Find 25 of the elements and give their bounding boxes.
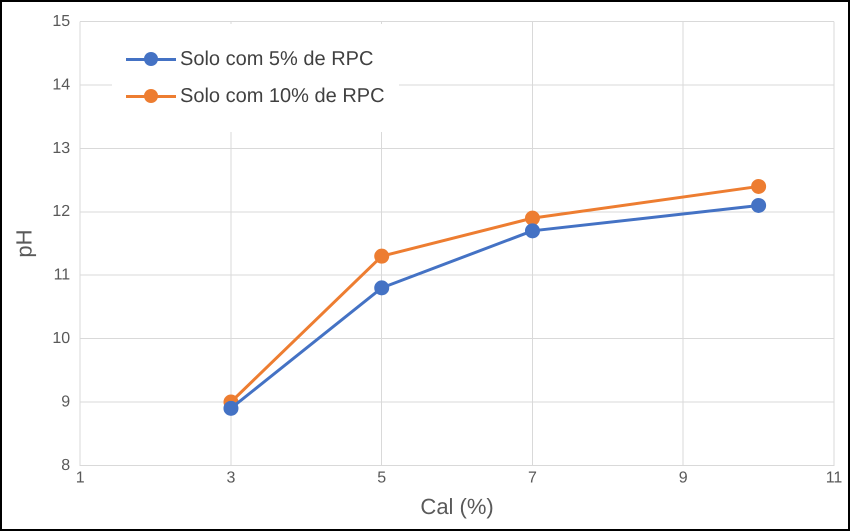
legend-label: Solo com 5% de RPC [180, 48, 374, 71]
point [374, 280, 390, 296]
y-tick-label: 10 [52, 330, 70, 348]
point [374, 248, 390, 264]
legend-label: Solo com 10% de RPC [180, 85, 385, 108]
x-tick-label: 3 [226, 469, 236, 486]
y-tick-label: 14 [52, 76, 70, 94]
y-tick-label: 12 [52, 203, 70, 220]
x-tick-label: 1 [76, 469, 85, 486]
y-axis-title: pH [11, 229, 36, 258]
point [223, 400, 238, 416]
y-tick-label: 15 [52, 13, 70, 30]
y-tick-label: 8 [61, 456, 70, 474]
x-tick-label: 5 [377, 469, 386, 486]
x-tick-label: 9 [678, 469, 688, 486]
point [751, 178, 766, 194]
y-tick-label: 11 [54, 266, 70, 284]
y-tick-label: 9 [61, 393, 70, 410]
x-tick-label: 11 [826, 469, 842, 486]
x-tick-label: 7 [528, 469, 538, 486]
point [524, 223, 540, 238]
y-tick-label: 13 [52, 140, 70, 157]
point [751, 198, 766, 213]
x-axis-title: Cal (%) [420, 494, 494, 519]
point [524, 210, 540, 226]
